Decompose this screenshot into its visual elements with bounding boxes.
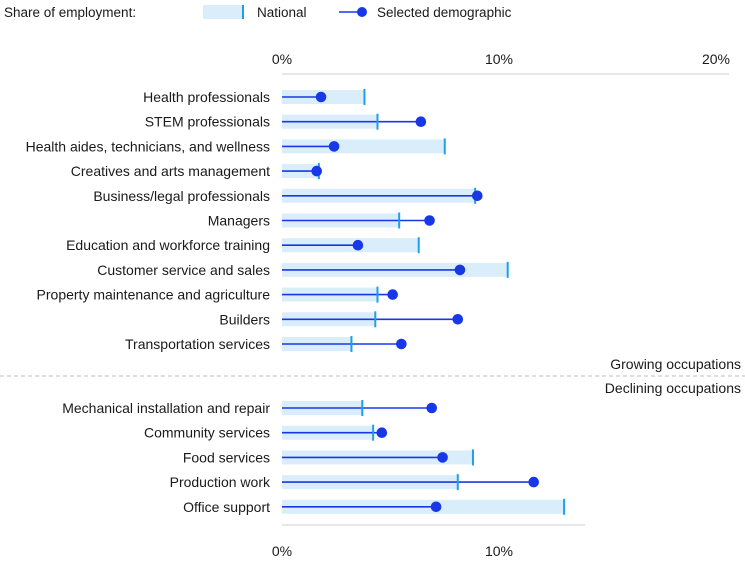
demographic-dot-education-and-workforce-training [352, 239, 364, 251]
legend-national-swatch [203, 5, 243, 19]
category-label-health-aides-technicians-and-wellness: Health aides, technicians, and wellness [26, 138, 270, 154]
category-label-business-legal-professionals: Business/legal professionals [93, 188, 270, 204]
demographic-dot-health-aides-technicians-and-wellness [328, 141, 340, 152]
legend-title: Share of employment: [4, 5, 136, 20]
category-label-mechanical-installation-and-repair: Mechanical installation and repair [62, 400, 270, 416]
demographic-dot-mechanical-installation-and-repair [426, 402, 438, 414]
group-divider: Growing occupations Declining occupation… [0, 356, 745, 396]
demographic-dot-community-services [376, 427, 388, 439]
bottom-tick-10: 10% [485, 543, 513, 559]
bottom-tick-0: 0% [272, 543, 292, 559]
category-label-managers: Managers [208, 213, 270, 229]
demographic-dot-creatives-and-arts-management [311, 165, 323, 177]
demographic-dot-business-legal-professionals [472, 190, 483, 202]
category-label-food-services: Food services [183, 449, 270, 465]
category-label-community-services: Community services [144, 425, 270, 441]
top-tick-0: 0% [272, 51, 292, 67]
legend-demographic-label: Selected demographic [377, 5, 512, 20]
top-axis: 0% 10% 20% [272, 51, 730, 75]
top-tick-10: 10% [485, 51, 513, 67]
growing-label: Growing occupations [610, 356, 741, 372]
category-label-education-and-workforce-training: Education and workforce training [66, 237, 270, 253]
demographic-dot-managers [424, 215, 435, 226]
demographic-dot-office-support [430, 501, 442, 513]
bottom-axis: 0% 10% [272, 524, 585, 559]
demographic-dot-customer-service-and-sales [454, 264, 466, 276]
category-label-health-professionals: Health professionals [143, 89, 270, 105]
category-label-transportation-services: Transportation services [125, 336, 270, 352]
demographic-dot-stem-professionals [415, 116, 427, 127]
demographic-dot-production-work [528, 476, 540, 488]
top-tick-20: 20% [702, 51, 730, 67]
declining-label: Declining occupations [605, 380, 741, 396]
demographic-dot-property-maintenance-and-agriculture [387, 289, 398, 300]
category-label-office-support: Office support [183, 499, 270, 515]
category-label-customer-service-and-sales: Customer service and sales [97, 262, 270, 278]
category-label-production-work: Production work [170, 474, 271, 490]
category-label-stem-professionals: STEM professionals [145, 114, 270, 130]
legend-national-label: National [257, 5, 307, 20]
category-label-creatives-and-arts-management: Creatives and arts management [71, 163, 270, 179]
legend: Share of employment: National Selected d… [4, 5, 512, 20]
national-bar-health-aides-technicians-and-wellness [282, 139, 445, 154]
demographic-dot-transportation-services [396, 338, 407, 350]
chart-rows: Health professionals STEM professionals He… [26, 89, 566, 515]
category-label-property-maintenance-and-agriculture: Property maintenance and agriculture [37, 287, 271, 303]
legend-demographic-dot [357, 7, 367, 17]
demographic-dot-health-professionals [315, 91, 327, 103]
category-label-builders: Builders [219, 311, 270, 327]
demographic-dot-builders [452, 314, 464, 325]
demographic-dot-food-services [437, 452, 448, 463]
